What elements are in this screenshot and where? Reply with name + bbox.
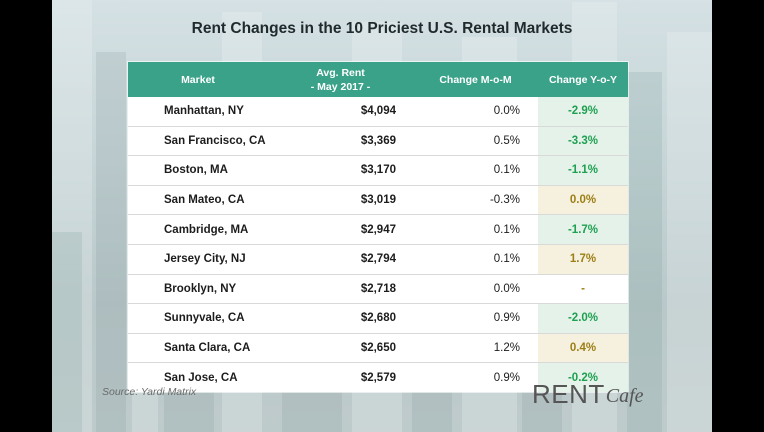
table-header-row: Market Avg. Rent - May 2017 - Change M-o…	[128, 62, 628, 97]
avg-rent-cell: $2,718	[360, 282, 396, 295]
change-yoy-value: 1.7%	[538, 244, 628, 274]
change-yoy-value: -1.1%	[538, 156, 628, 185]
change-yoy-value: -0.2%	[538, 363, 628, 392]
market-cell: Manhattan, NY	[164, 105, 244, 118]
logo-cafe-text: Cafe	[605, 385, 644, 407]
market-cell: Brooklyn, NY	[164, 282, 237, 295]
header-change-yoy: Change Y-o-Y	[548, 73, 618, 86]
chart-title: Rent Changes in the 10 Priciest U.S. Ren…	[191, 20, 573, 37]
table-row: San Mateo, CA $3,019 -0.3% 0.0%	[128, 185, 628, 216]
avg-rent-cell: $3,170	[360, 164, 396, 177]
market-cell: San Francisco, CA	[164, 134, 266, 147]
change-mom-cell: 0.0%	[493, 105, 520, 118]
table-row: Jersey City, NJ $2,794 0.1% 1.7%	[128, 244, 628, 275]
header-avg-rent: Avg. Rent - May 2017 -	[268, 66, 413, 94]
source-note: Source: Yardi Matrix	[102, 386, 197, 398]
change-mom-cell: 1.2%	[493, 342, 520, 355]
table-row: Manhattan, NY $4,094 0.0% -2.9%	[128, 97, 628, 127]
change-mom-cell: 0.5%	[493, 134, 520, 147]
table-row: San Jose, CA $2,579 0.9% -0.2%	[128, 363, 628, 392]
avg-rent-cell: $3,019	[360, 194, 396, 207]
change-yoy-cell: -2.9%	[538, 97, 628, 126]
change-yoy-cell: 0.4%	[538, 333, 628, 363]
change-yoy-cell: -1.7%	[538, 215, 628, 244]
market-cell: Santa Clara, CA	[164, 342, 251, 355]
market-cell: San Mateo, CA	[164, 194, 245, 207]
avg-rent-cell: $3,369	[360, 134, 396, 147]
header-avg-rent-line2: - May 2017 -	[310, 80, 371, 93]
change-yoy-value: -1.7%	[538, 215, 628, 244]
change-yoy-cell: 1.7%	[538, 244, 628, 274]
change-mom-cell: -0.3%	[489, 194, 520, 207]
change-yoy-value: -2.9%	[538, 97, 628, 126]
avg-rent-cell: $2,680	[360, 312, 396, 325]
change-mom-cell: 0.9%	[493, 371, 520, 384]
avg-rent-cell: $2,579	[360, 371, 396, 384]
header-avg-rent-line1: Avg. Rent	[316, 66, 365, 79]
table-row: Sunnyvale, CA $2,680 0.9% -2.0%	[128, 304, 628, 334]
table-row: Santa Clara, CA $2,650 1.2% 0.4%	[128, 333, 628, 364]
change-yoy-cell: 0.0%	[538, 185, 628, 215]
change-yoy-cell: -2.0%	[538, 304, 628, 333]
change-yoy-cell: -1.1%	[538, 156, 628, 185]
change-mom-cell: 0.1%	[493, 253, 520, 266]
change-yoy-cell: -	[538, 274, 628, 304]
table-row: San Francisco, CA $3,369 0.5% -3.3%	[128, 126, 628, 157]
infographic-canvas: Rent Changes in the 10 Priciest U.S. Ren…	[52, 0, 712, 432]
logo-rent-text: RENT	[532, 379, 605, 409]
table-row: Cambridge, MA $2,947 0.1% -1.7%	[128, 215, 628, 245]
change-mom-cell: 0.9%	[493, 312, 520, 325]
market-cell: Jersey City, NJ	[164, 253, 246, 266]
table-row: Boston, MA $3,170 0.1% -1.1%	[128, 156, 628, 186]
change-yoy-value: -	[538, 274, 628, 304]
change-mom-cell: 0.0%	[493, 282, 520, 295]
change-mom-cell: 0.1%	[493, 164, 520, 177]
change-yoy-value: -2.0%	[538, 304, 628, 333]
change-yoy-cell: -3.3%	[538, 126, 628, 156]
avg-rent-cell: $2,650	[360, 342, 396, 355]
change-yoy-value: 0.0%	[538, 185, 628, 215]
table-body: Manhattan, NY $4,094 0.0% -2.9% San Francisc…	[128, 97, 628, 392]
market-cell: Sunnyvale, CA	[164, 312, 245, 325]
market-cell: San Jose, CA	[164, 371, 238, 384]
change-yoy-cell: -0.2%	[538, 363, 628, 392]
change-mom-cell: 0.1%	[493, 223, 520, 236]
change-yoy-value: -3.3%	[538, 126, 628, 156]
avg-rent-cell: $2,947	[360, 223, 396, 236]
table-row: Brooklyn, NY $2,718 0.0% -	[128, 274, 628, 305]
avg-rent-cell: $2,794	[360, 253, 396, 266]
header-change-mom: Change M-o-M	[439, 73, 512, 86]
rent-table: Market Avg. Rent - May 2017 - Change M-o…	[128, 62, 628, 392]
change-yoy-value: 0.4%	[538, 333, 628, 363]
market-cell: Cambridge, MA	[164, 223, 249, 236]
header-market: Market	[181, 73, 215, 86]
avg-rent-cell: $4,094	[360, 105, 396, 118]
market-cell: Boston, MA	[164, 164, 228, 177]
rentcafe-logo: RENT Cafe	[532, 376, 644, 410]
